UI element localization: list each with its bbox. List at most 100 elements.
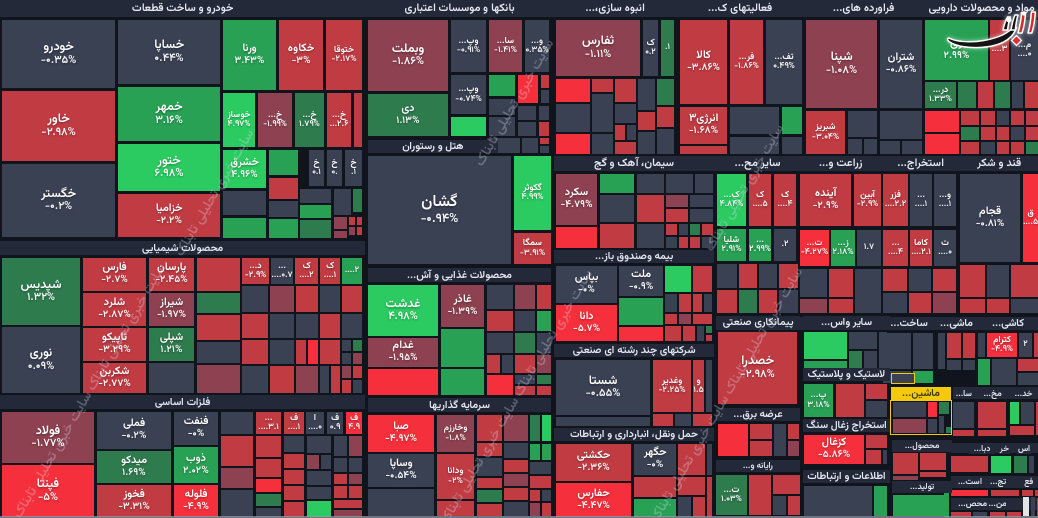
tile-filler[interactable] [1010,402,1019,424]
tile-filler[interactable] [600,195,634,222]
tile-filler[interactable] [717,290,737,313]
tile-filler[interactable] [951,512,971,517]
tile-filler[interactable] [991,456,1011,473]
tile-filler[interactable] [334,474,347,484]
tile-filler[interactable] [368,489,434,516]
tile-filler[interactable] [933,269,956,291]
tile-filler[interactable] [284,502,304,517]
tile-filler[interactable] [556,79,590,102]
tile-filler[interactable] [270,286,294,312]
tile-filler[interactable] [678,497,691,517]
tile[interactable]: غاذر -۱.۳۹% [441,285,484,327]
tile-filler[interactable] [675,414,691,426]
tile-filler[interactable] [991,490,1019,496]
tile-filler[interactable] [300,189,331,203]
tile-filler[interactable] [542,503,551,516]
tile-filler[interactable] [518,75,538,103]
tile[interactable]: دانا -۵.۷% [556,305,617,341]
tile-filler[interactable] [307,471,331,485]
tile-filler[interactable] [947,333,961,358]
tile-filler[interactable] [1029,456,1034,473]
tile[interactable]: قجام -۰.۸۱% [960,174,1020,262]
tile-filler[interactable] [638,112,655,130]
tile-filler[interactable] [666,195,688,207]
tile[interactable]: شکربن -۲.۷۷% [83,363,146,393]
tile-filler[interactable] [321,455,331,469]
tile[interactable]: غدشت ۴.۹۸% [368,285,438,336]
tile-filler[interactable] [960,265,985,297]
tile-filler[interactable] [690,237,700,248]
tile-filler[interactable] [1018,373,1038,385]
tile-filler[interactable] [939,416,944,433]
tile[interactable]: سکرد -۴.۷۹% [556,174,597,225]
tile-filler[interactable] [242,366,268,393]
tile[interactable]: خمهر ۳.۱۶% [118,87,220,141]
tile-filler[interactable] [615,104,636,123]
tile[interactable]: پارسان -۲.۴۵% [149,258,194,291]
tile-filler[interactable] [334,189,351,215]
tile-filler[interactable] [718,424,748,456]
tile-filler[interactable] [542,490,551,501]
tile-filler[interactable] [296,286,318,312]
tile-filler[interactable]: ۲ [1019,333,1032,357]
tile-filler[interactable] [504,460,528,472]
tile-filler[interactable] [296,340,306,364]
tile[interactable]: حفارس -۴.۴۷% [556,483,631,517]
tile-filler[interactable] [504,488,528,500]
tile-filler[interactable] [615,125,625,140]
tile-filler[interactable] [441,329,484,367]
tile[interactable]: وی ۲.۹۹% [925,20,988,80]
tile-filler[interactable] [690,209,713,222]
tile-filler[interactable] [530,503,540,516]
tile-filler[interactable] [221,490,253,517]
tile-filler[interactable] [256,494,281,506]
tile-filler[interactable] [353,380,362,393]
tile-filler[interactable] [946,427,951,433]
tile-filler[interactable] [256,459,281,477]
tile-filler[interactable] [634,477,676,497]
tile-filler[interactable] [342,286,362,312]
tile-filler[interactable] [938,333,945,369]
tile-filler[interactable] [256,436,281,457]
tile-filler[interactable] [666,237,677,248]
tile-filler[interactable] [477,504,502,516]
tile[interactable]: کالا -۳.۸۶% [680,20,727,104]
tile-filler[interactable] [1011,265,1038,297]
tile-filler[interactable] [334,217,347,229]
tile-filler[interactable] [665,294,677,312]
tile-filler[interactable] [354,93,362,147]
tile[interactable]: پ... ۳.۱۸% [804,384,833,417]
tile-filler[interactable] [849,332,877,349]
tile-filler[interactable] [706,326,712,333]
tile-filler[interactable] [269,178,298,199]
tile[interactable]: فلوله -۴.۹% [174,485,218,517]
tile[interactable]: حگهر -۰% [634,444,676,475]
tile-filler[interactable] [707,477,712,517]
tile[interactable]: شلیا ۲.۹۱% [717,229,746,261]
tile-filler[interactable] [883,450,887,464]
tile-filler[interactable] [357,227,362,235]
tile-filler[interactable] [665,326,681,341]
tile-filler[interactable] [242,340,268,364]
tile-filler[interactable] [866,435,887,448]
tile[interactable]: وخارزم -۱.۸% [437,415,474,452]
tile-filler[interactable] [223,218,266,238]
tile-filler[interactable] [788,424,799,439]
tile-filler[interactable] [334,436,347,456]
tile-filler[interactable] [947,360,961,370]
tile-filler[interactable] [342,366,351,378]
tile-filler[interactable] [197,293,240,313]
tile-filler[interactable] [666,174,693,193]
tile-filler[interactable] [349,227,355,235]
tile-filler[interactable] [981,142,995,154]
tile-filler[interactable] [893,495,946,516]
tile[interactable]: شستا -۰.۵۵% [556,360,650,415]
tile-filler[interactable]: .۲ [774,229,796,261]
tile[interactable]: ملت -۰.۹% [619,266,663,296]
tile-filler[interactable] [592,134,613,154]
tile[interactable]: خ ۰. [327,150,342,186]
tile-filler[interactable] [804,361,847,368]
tile-filler[interactable] [913,333,933,369]
tile-filler[interactable] [693,414,712,426]
tile-filler[interactable] [749,475,771,515]
